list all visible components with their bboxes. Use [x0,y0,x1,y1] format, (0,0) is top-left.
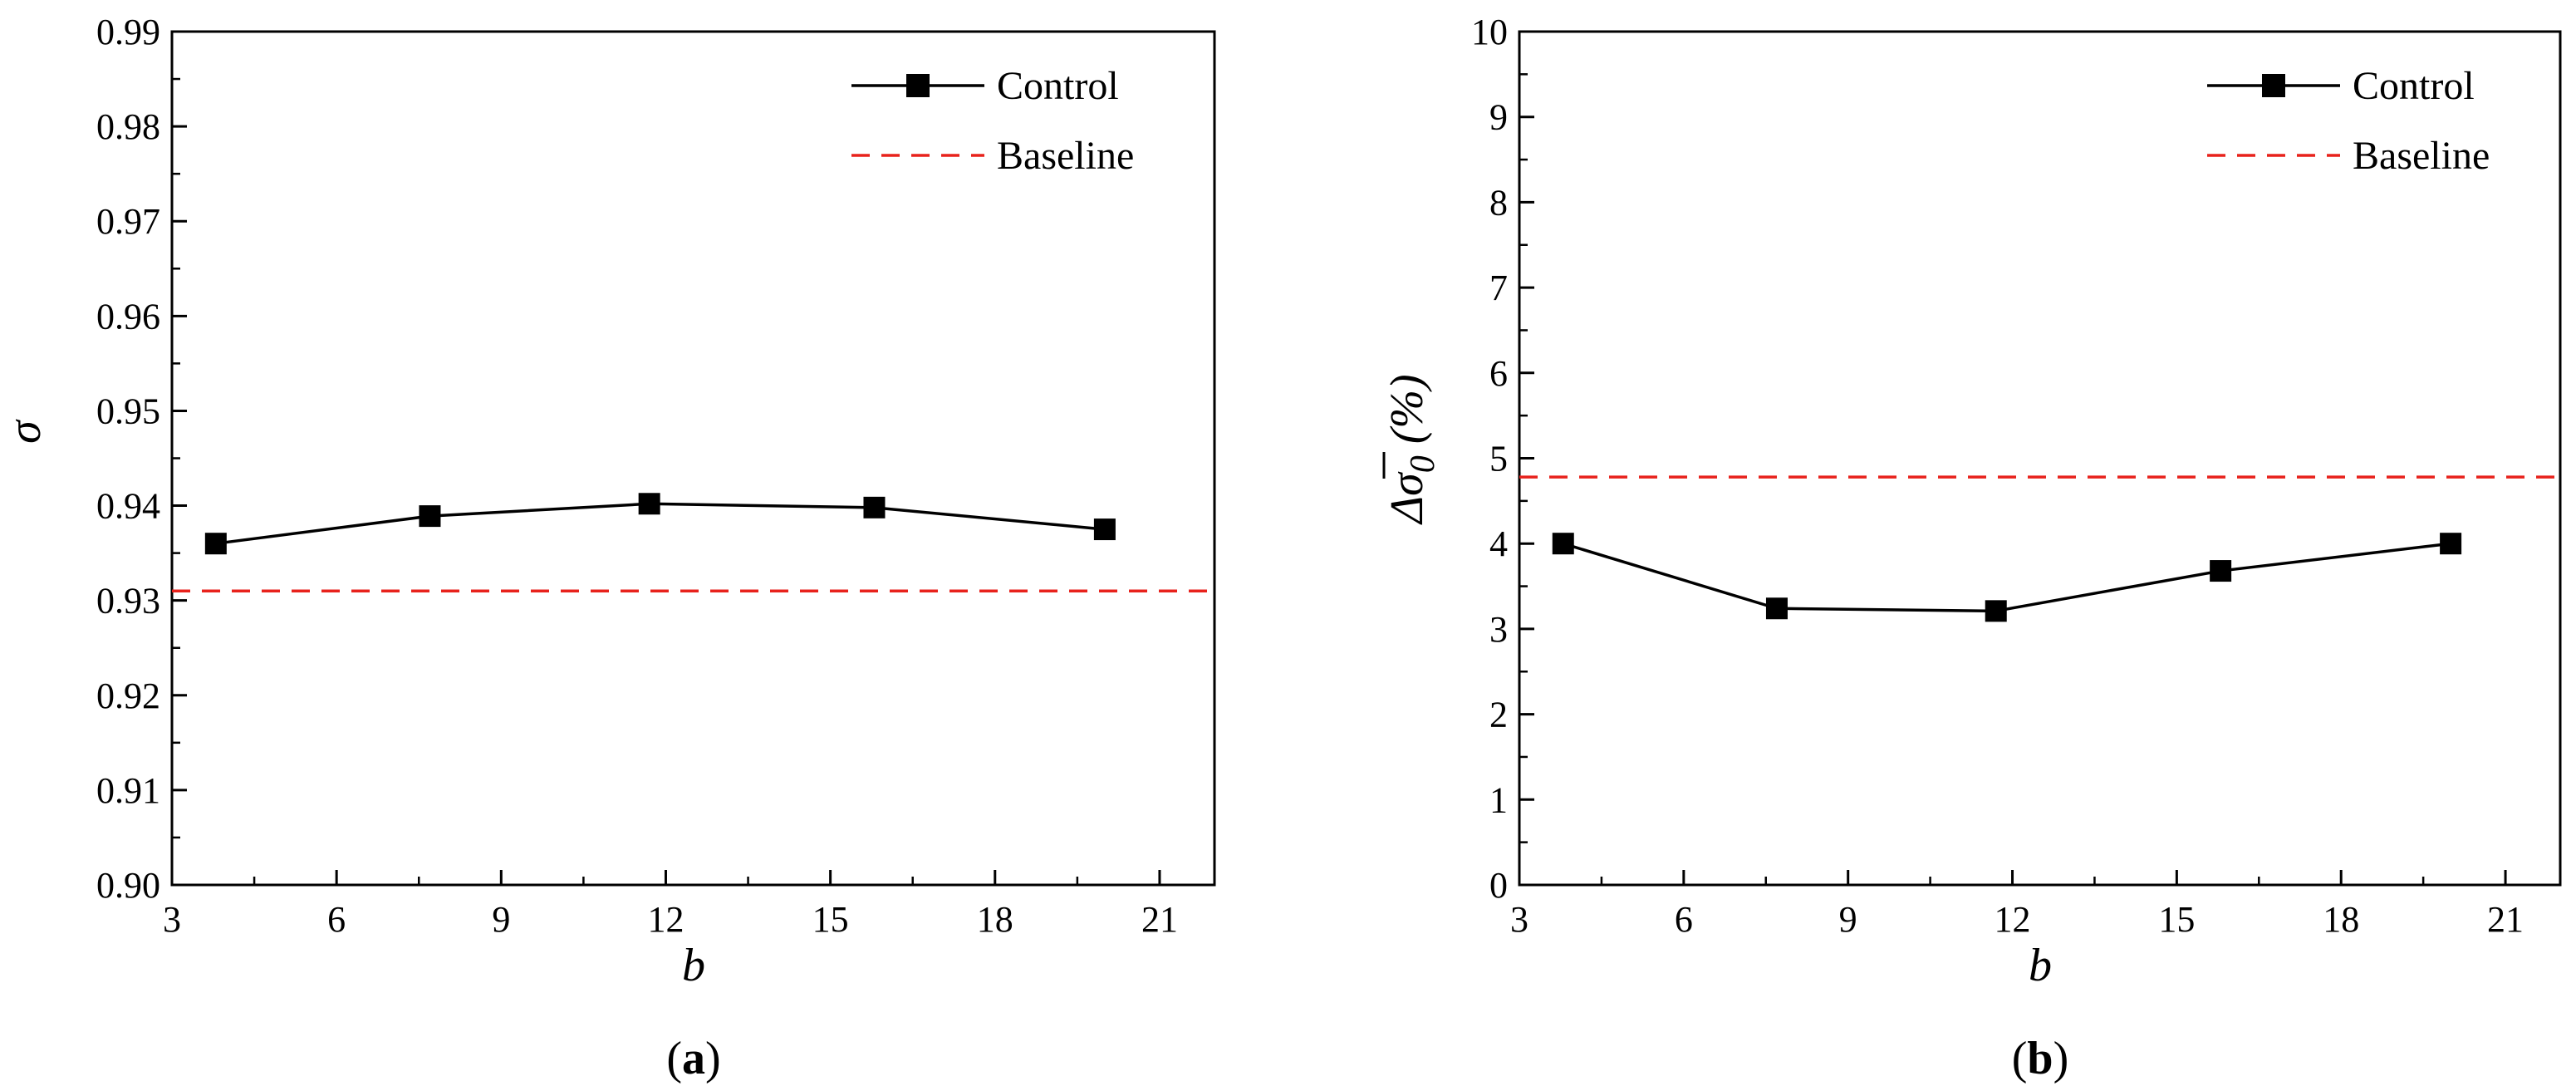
legend: Control Baseline [851,64,1134,178]
x-tick-label: 6 [1675,899,1693,940]
x-tick-label: 6 [327,899,346,940]
legend-marker-control [906,74,930,97]
y-tick-label: 0.95 [96,391,160,431]
control-point [863,496,886,518]
y-axis-title: σ [0,419,51,444]
y-tick-label: 3 [1489,609,1508,650]
x-axis-title: b [2029,940,2052,991]
x-tick-label: 15 [2158,899,2195,940]
y-tick-label: 0.93 [96,581,160,622]
control-point [1985,600,2007,622]
x-tick-label: 9 [1839,899,1857,940]
legend: Control Baseline [2207,64,2490,178]
control-line [215,502,1106,545]
x-tick-label: 21 [2487,899,2524,940]
x-tick-label: 3 [163,899,181,940]
y-tick-label: 0.97 [96,201,160,242]
control-point [204,533,227,555]
panel-caption-b: (b) [2012,1033,2068,1084]
control-line [1563,542,2451,613]
y-tick-label: 8 [1489,182,1508,223]
x-ticks: 3 6 9 12 15 18 21 [1510,870,2524,940]
panel-a: 3 6 9 12 15 18 21 0.90 0.91 0.92 0.93 0.94 0.95 0.96… [0,12,1216,1084]
x-ticks: 3 6 9 12 15 18 21 [163,870,1178,940]
y-tick-label: 10 [1471,12,1508,52]
x-tick-label: 21 [1141,899,1178,940]
x-tick-label: 9 [492,899,510,940]
series-layer [172,493,1214,593]
y-tick-label: 9 [1489,97,1508,138]
y-tick-label: 0.99 [96,12,160,52]
y-tick-label: 0.90 [96,865,160,906]
y-tick-label: 4 [1489,523,1508,564]
y-tick-label: 0 [1489,865,1508,906]
x-tick-label: 12 [1995,899,2031,940]
y-tick-label: 0.94 [96,486,160,527]
y-tick-label: 7 [1489,268,1508,308]
y-tick-label: 0.91 [96,770,160,811]
svg-text:Δσ0 (%): Δσ0 (%) [1381,374,1442,524]
panel-caption-a: (a) [666,1033,720,1084]
legend-label-control: Control [997,64,1119,108]
x-tick-label: 18 [977,899,1013,940]
legend-label-baseline: Baseline [997,134,1134,178]
control-point [1552,533,1574,555]
y-tick-label: 0.98 [96,106,160,147]
y-ticks: 0.90 0.91 0.92 0.93 0.94 0.95 0.96 0.97 0.98 0.99 [96,12,187,906]
x-tick-label: 12 [647,899,684,940]
y-ticks: 0 1 2 3 4 5 6 7 8 9 10 [1471,12,1534,906]
y-tick-label: 1 [1489,779,1508,820]
control-point [1093,518,1116,541]
legend-label-control: Control [2353,64,2475,108]
series-layer [1519,475,2560,622]
x-tick-label: 18 [2323,899,2359,940]
control-point [2210,560,2232,582]
legend-label-baseline: Baseline [2353,134,2490,178]
x-tick-label: 3 [1510,899,1528,940]
legend-marker-control [2262,74,2285,97]
control-point [2440,533,2462,555]
y-tick-label: 0.92 [96,676,160,716]
y-tick-label: 2 [1489,695,1508,735]
y-axis-title: Δσ0 (%) [1381,374,1442,524]
control-point [419,505,441,528]
y-tick-label: 5 [1489,439,1508,479]
x-axis-title: b [682,940,705,991]
y-tick-label: 0.96 [96,296,160,337]
x-tick-label: 15 [812,899,849,940]
control-point [638,493,660,515]
control-point [1765,597,1788,620]
y-tick-label: 6 [1489,353,1508,394]
